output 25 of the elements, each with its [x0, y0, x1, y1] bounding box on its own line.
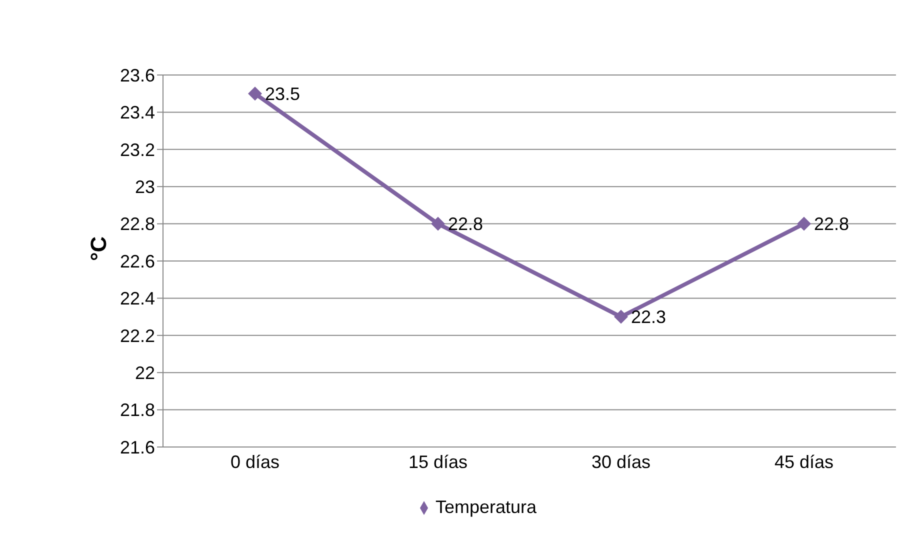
y-tick-label: 21.6 [120, 437, 155, 458]
x-tick-label: 45 días [774, 452, 834, 472]
y-tick-label: 22.2 [120, 326, 155, 346]
y-tick-label: 22 [134, 362, 155, 383]
y-tick-label: 23.6 [120, 65, 155, 86]
data-label: 23.5 [265, 84, 300, 104]
x-tick-label: 30 días [591, 452, 651, 472]
y-tick-label: 23.2 [120, 140, 155, 160]
y-tick-label: 22.6 [120, 251, 155, 272]
point [797, 216, 811, 231]
y-tick-label: 22.4 [120, 288, 155, 309]
x-tick-label: 15 días [408, 452, 468, 472]
point [431, 216, 445, 231]
point [248, 86, 262, 101]
y-tick-label: 22.8 [120, 214, 155, 234]
data-label: 22.8 [814, 214, 850, 234]
x-tick-label: 0 días [230, 452, 280, 472]
y-tick-label: 21.8 [120, 400, 155, 420]
data-label: 22.3 [631, 307, 666, 328]
point [614, 310, 628, 324]
y-tick-label: 23.4 [120, 102, 155, 123]
y-tick-label: 23 [134, 176, 155, 197]
data-label: 22.8 [448, 214, 484, 234]
y-axis-title: °C [86, 236, 111, 261]
legend-label: Temperatura [435, 497, 537, 517]
